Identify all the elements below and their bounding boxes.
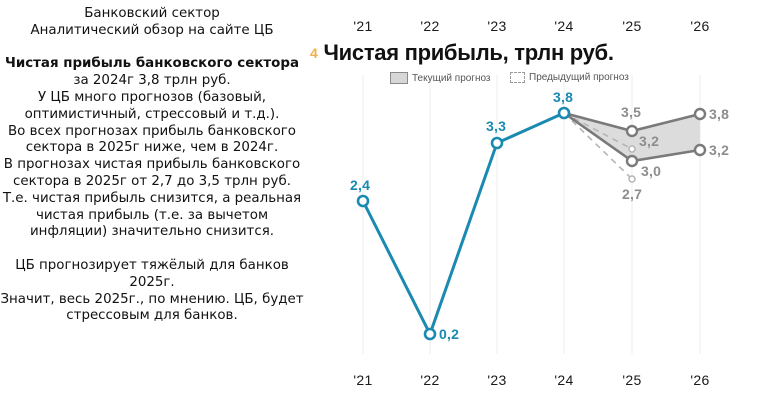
solid-swatch-icon: [390, 72, 408, 84]
current-forecast-points: [625, 107, 707, 168]
text-line: В прогнозах чистая прибыль банковского с…: [3, 157, 301, 189]
legend-current-label: Текущий прогноз: [412, 72, 491, 84]
data-label-2026-high: 3,8: [709, 106, 730, 122]
closing-line: Значит, весь 2025г., по мнению. ЦБ, буде…: [0, 291, 304, 324]
year-label-top: '22: [420, 18, 440, 34]
data-label-2025-prev-low: 2,7: [622, 186, 643, 202]
data-label-2026-low: 3,2: [709, 142, 730, 158]
text-line: У ЦБ много прогнозов (базовый, оптимисти…: [24, 89, 280, 122]
text-line: Во всех прогнозах прибыль банковского се…: [7, 123, 296, 156]
data-label-2021: 2,4: [350, 177, 371, 193]
chart-title: 4 Чистая прибыль, трлн руб.: [310, 40, 614, 66]
data-label-2025-low: 3,0: [641, 163, 662, 179]
closing-line: ЦБ прогнозирует тяжёлый для банков 2025г…: [15, 257, 289, 290]
year-label-bottom: '24: [554, 372, 574, 388]
year-label-top: '25: [622, 18, 642, 34]
year-label-bottom: '22: [420, 372, 440, 388]
year-label-bottom: '21: [353, 372, 373, 388]
data-label-2023: 3,3: [486, 118, 507, 134]
chart-plot: [356, 75, 707, 354]
net-profit-chart: '21 '22 '23 '24 '25 '26 '21 '22 '23 '24 …: [300, 0, 758, 417]
data-label-2022: 0,2: [439, 326, 460, 342]
previous-forecast-lines: [563, 112, 633, 180]
legend-previous: Предыдущий прогноз: [510, 72, 629, 83]
year-label-top: '21: [353, 18, 373, 34]
data-label-2024: 3,8: [553, 89, 574, 105]
header-line-1: Банковский сектор: [84, 6, 220, 21]
year-label-bottom: '23: [487, 372, 507, 388]
dashed-swatch-icon: [510, 72, 525, 83]
year-label-bottom: '26: [690, 372, 710, 388]
year-label-bottom: '25: [622, 372, 642, 388]
prev-forecast-point-high: [628, 145, 636, 153]
gridlines: [362, 75, 701, 354]
bold-title: Чистая прибыль банковского сектора: [5, 56, 299, 72]
year-label-top: '24: [554, 18, 574, 34]
prev-forecast-point-low: [628, 175, 636, 183]
legend-previous-label: Предыдущий прогноз: [529, 72, 629, 83]
data-label-2025-high: 3,5: [621, 104, 642, 120]
data-label-2025-prev-high: 3,2: [639, 133, 660, 149]
actual-points: [356, 106, 571, 341]
chart-title-text: Чистая прибыль, трлн руб.: [323, 40, 614, 65]
year-label-top: '26: [690, 18, 710, 34]
text-line: за 2024г 3,8 трлн руб.: [73, 73, 231, 89]
year-label-top: '23: [487, 18, 507, 34]
actual-line: [361, 111, 565, 338]
text-line: Т.е. чистая прибыль снизится, а реальная…: [2, 190, 302, 240]
header-line-2: Аналитический обзор на сайте ЦБ: [30, 22, 274, 38]
chart-number: 4: [310, 45, 318, 61]
commentary-panel: Банковский сектор Аналитический обзор на…: [0, 6, 304, 325]
legend-current: Текущий прогноз: [390, 72, 491, 84]
